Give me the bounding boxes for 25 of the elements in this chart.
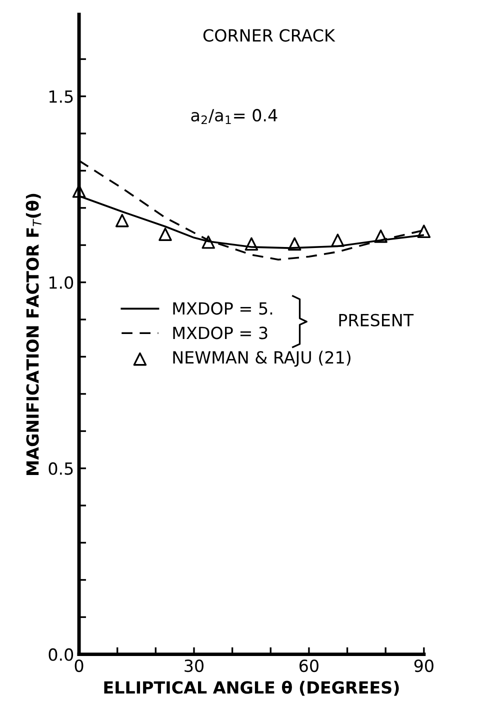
y-tick-label: 1.0 [50, 276, 74, 289]
x-tick-label: 60 [300, 659, 318, 672]
y-tick-label: 0.5 [48, 462, 73, 475]
point [202, 235, 216, 249]
x-axis-title: ELLIPTICAL ANGLE θ (DEGREES) [104, 680, 399, 696]
legend-label: MXDOP = 3 [173, 326, 268, 340]
point [72, 184, 86, 198]
annotation: PRESENT [339, 314, 414, 326]
x-tick-label: 0 [74, 659, 84, 672]
x-tick-label: 90 [414, 659, 434, 672]
point [288, 237, 302, 251]
y-tick-label: 0.0 [48, 648, 74, 661]
x-tick-label: 30 [184, 659, 204, 672]
annotation: CORNER CRACK [203, 29, 336, 42]
point [374, 230, 388, 243]
legend-label: NEWMAN & RAJU (21) [173, 350, 350, 367]
point [244, 237, 258, 251]
y-tick-label: 1.5 [50, 90, 73, 103]
point [158, 228, 172, 241]
annotation: a$_{2}$/a$_{1}$= 0.4 [191, 108, 278, 124]
point [417, 224, 431, 238]
point [116, 214, 129, 228]
point [331, 234, 344, 247]
legend-label: MXDOP = 5. [173, 302, 272, 315]
y-axis-title: MAGNIFICATION FACTOR F$_{T}$(θ) [26, 194, 42, 475]
